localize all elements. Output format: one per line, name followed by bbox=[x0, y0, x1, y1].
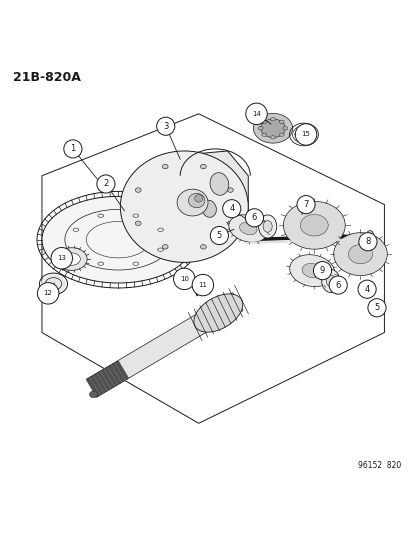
Ellipse shape bbox=[279, 133, 284, 136]
Text: 4: 4 bbox=[363, 285, 369, 294]
Ellipse shape bbox=[270, 118, 275, 121]
Text: 5: 5 bbox=[373, 303, 379, 312]
Ellipse shape bbox=[258, 215, 276, 238]
Ellipse shape bbox=[282, 127, 287, 130]
Text: 10: 10 bbox=[179, 276, 188, 282]
Ellipse shape bbox=[162, 245, 168, 249]
Ellipse shape bbox=[188, 193, 204, 208]
Ellipse shape bbox=[227, 188, 233, 192]
Ellipse shape bbox=[201, 200, 216, 217]
Ellipse shape bbox=[56, 248, 87, 270]
Circle shape bbox=[296, 196, 314, 214]
Circle shape bbox=[245, 209, 263, 227]
Text: 1: 1 bbox=[70, 144, 75, 154]
Text: 12: 12 bbox=[44, 290, 52, 296]
Text: 5: 5 bbox=[216, 231, 221, 240]
Ellipse shape bbox=[135, 188, 141, 192]
Ellipse shape bbox=[301, 263, 322, 278]
Ellipse shape bbox=[42, 196, 194, 283]
Ellipse shape bbox=[194, 195, 202, 202]
Text: 96152  820: 96152 820 bbox=[357, 461, 400, 470]
Text: 4: 4 bbox=[228, 204, 234, 213]
Ellipse shape bbox=[366, 231, 373, 240]
Circle shape bbox=[173, 268, 195, 289]
Text: 6: 6 bbox=[251, 213, 256, 222]
Ellipse shape bbox=[261, 120, 266, 124]
Ellipse shape bbox=[135, 221, 141, 225]
Ellipse shape bbox=[227, 221, 233, 225]
Circle shape bbox=[245, 103, 267, 125]
Ellipse shape bbox=[89, 391, 97, 398]
Circle shape bbox=[313, 262, 331, 280]
Ellipse shape bbox=[200, 245, 206, 249]
Polygon shape bbox=[86, 361, 128, 397]
Circle shape bbox=[328, 276, 347, 294]
Ellipse shape bbox=[325, 275, 335, 287]
Text: 11: 11 bbox=[198, 282, 207, 288]
Text: 21B-820A: 21B-820A bbox=[13, 70, 81, 84]
Text: 3: 3 bbox=[163, 122, 168, 131]
Text: 15: 15 bbox=[301, 132, 310, 138]
Circle shape bbox=[97, 175, 115, 193]
Text: 13: 13 bbox=[57, 255, 66, 261]
Ellipse shape bbox=[348, 245, 372, 264]
Ellipse shape bbox=[258, 127, 263, 130]
Text: 9: 9 bbox=[319, 266, 324, 275]
Ellipse shape bbox=[228, 215, 267, 243]
Circle shape bbox=[210, 227, 228, 245]
Ellipse shape bbox=[289, 255, 334, 287]
Text: 7: 7 bbox=[303, 200, 308, 209]
Ellipse shape bbox=[263, 221, 271, 232]
Text: 14: 14 bbox=[252, 111, 260, 117]
Ellipse shape bbox=[253, 114, 292, 143]
Polygon shape bbox=[86, 293, 242, 397]
Ellipse shape bbox=[162, 164, 168, 169]
Circle shape bbox=[222, 200, 240, 218]
Ellipse shape bbox=[279, 120, 284, 124]
Ellipse shape bbox=[209, 173, 228, 195]
Text: 2: 2 bbox=[103, 180, 108, 189]
Ellipse shape bbox=[299, 214, 328, 236]
Ellipse shape bbox=[282, 201, 344, 249]
Circle shape bbox=[294, 124, 316, 145]
Circle shape bbox=[51, 247, 72, 269]
Circle shape bbox=[367, 298, 385, 317]
Ellipse shape bbox=[120, 151, 248, 262]
Ellipse shape bbox=[333, 233, 387, 276]
Ellipse shape bbox=[193, 294, 242, 332]
Circle shape bbox=[192, 274, 213, 296]
Circle shape bbox=[64, 140, 82, 158]
Ellipse shape bbox=[177, 189, 207, 216]
Ellipse shape bbox=[191, 281, 196, 285]
Circle shape bbox=[156, 117, 174, 135]
Circle shape bbox=[358, 233, 376, 251]
Circle shape bbox=[37, 282, 59, 304]
Ellipse shape bbox=[270, 136, 275, 139]
Polygon shape bbox=[182, 151, 248, 242]
Text: 6: 6 bbox=[335, 280, 340, 289]
Ellipse shape bbox=[200, 164, 206, 169]
Ellipse shape bbox=[41, 274, 66, 293]
Ellipse shape bbox=[63, 253, 80, 265]
Ellipse shape bbox=[239, 222, 256, 235]
Ellipse shape bbox=[261, 133, 266, 136]
Ellipse shape bbox=[321, 269, 339, 293]
Circle shape bbox=[357, 280, 375, 298]
Text: 8: 8 bbox=[364, 237, 370, 246]
Ellipse shape bbox=[260, 119, 285, 138]
